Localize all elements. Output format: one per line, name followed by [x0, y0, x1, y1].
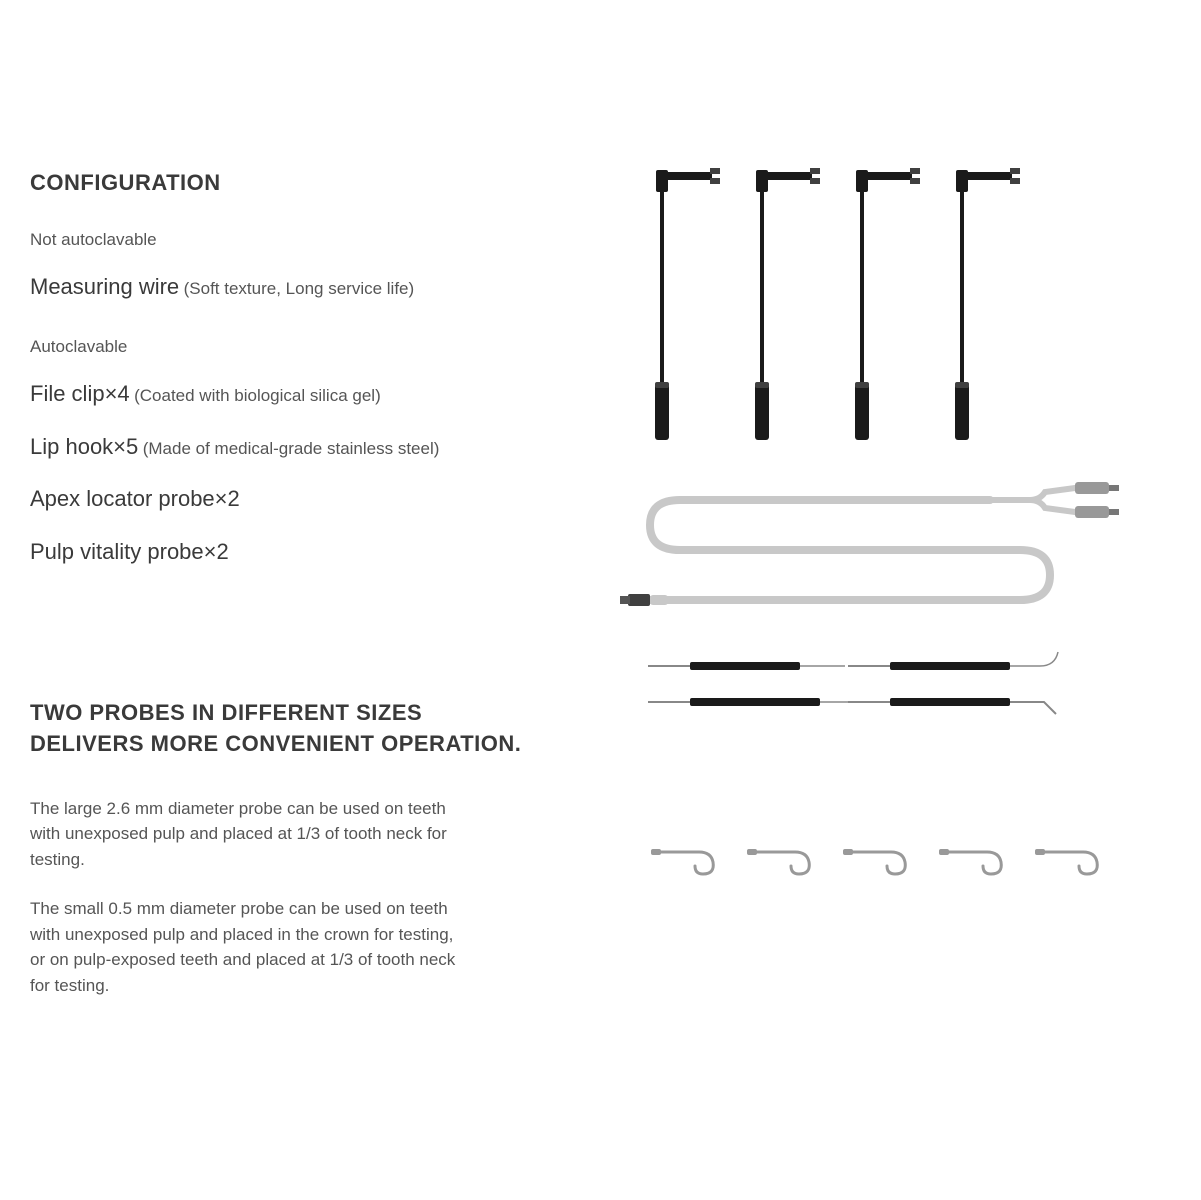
config-heading: CONFIGURATION — [30, 170, 570, 196]
probes-heading-line2: DELIVERS MORE CONVENIENT OPERATION. — [30, 731, 521, 756]
file-clip-item: File clip×4 (Coated with biological sili… — [30, 379, 570, 410]
probes-heading-line1: TWO PROBES IN DIFFERENT SIZES — [30, 700, 422, 725]
pulp-probe-item: Pulp vitality probe×2 — [30, 537, 570, 568]
measuring-wire-detail: (Soft texture, Long service life) — [184, 279, 415, 298]
apex-probe-item: Apex locator probe×2 — [30, 484, 570, 515]
not-autoclavable-label: Not autoclavable — [30, 230, 570, 250]
lip-hook-item: Lip hook×5 (Made of medical-grade stainl… — [30, 432, 570, 463]
lip-hook-name: Lip hook×5 — [30, 434, 138, 459]
probe-large-desc: The large 2.6 mm diameter probe can be u… — [30, 796, 470, 873]
file-clip-detail: (Coated with biological silica gel) — [134, 386, 381, 405]
apex-probe-name: Apex locator probe×2 — [30, 486, 240, 511]
measuring-wire-name: Measuring wire — [30, 274, 179, 299]
probe-small-desc: The small 0.5 mm diameter probe can be u… — [30, 896, 470, 998]
pulp-probe-name: Pulp vitality probe×2 — [30, 539, 229, 564]
file-clip-name: File clip×4 — [30, 381, 130, 406]
autoclavable-label: Autoclavable — [30, 337, 570, 357]
lip-hook-detail: (Made of medical-grade stainless steel) — [143, 439, 440, 458]
illustration-column — [620, 160, 1180, 920]
product-illustration — [620, 160, 1180, 920]
probes-heading: TWO PROBES IN DIFFERENT SIZES DELIVERS M… — [30, 698, 570, 760]
measuring-wire-item: Measuring wire (Soft texture, Long servi… — [30, 272, 570, 303]
